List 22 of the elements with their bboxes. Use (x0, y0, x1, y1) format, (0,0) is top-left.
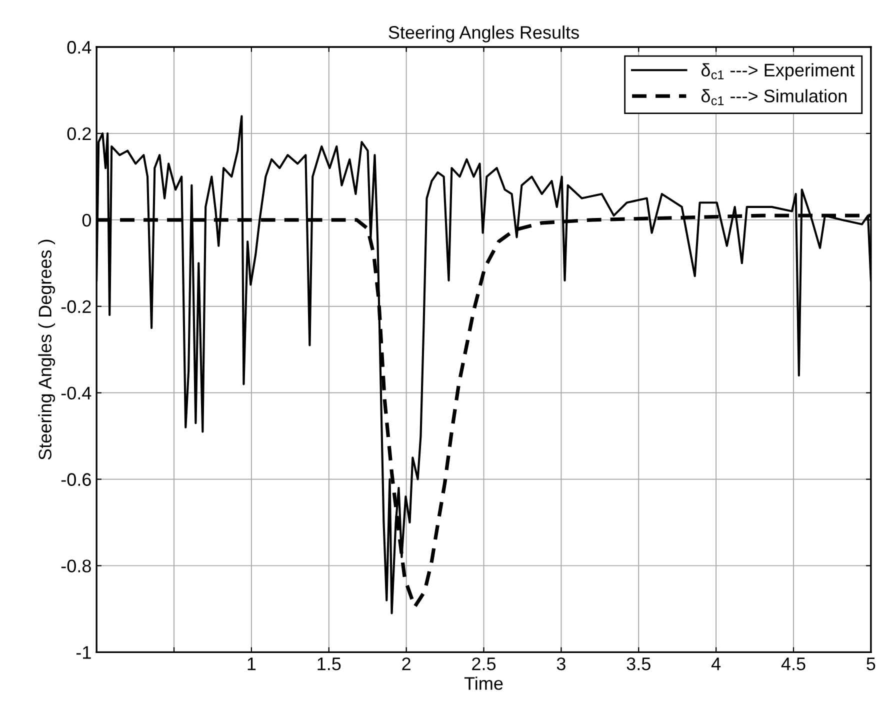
x-tick-label: 1 (248, 658, 256, 670)
y-tick-label: -0.6 (61, 473, 91, 486)
x-tick-label: 4 (711, 658, 721, 670)
x-tick-label: 4.5 (781, 658, 806, 670)
y-tick-label: 0 (82, 214, 92, 227)
y-tick-label: -0.4 (61, 386, 92, 400)
legend-label: δ$_{c1}$ ---> Experiment (701, 63, 855, 80)
y-tick-label: -1 (76, 646, 91, 659)
y-tick-label: 0.4 (67, 40, 92, 54)
x-tick-label: 2.5 (472, 657, 496, 670)
x-axis-title: Time (464, 676, 503, 690)
y-tick-label: 0.2 (67, 127, 91, 140)
x-tick-label: 1.5 (318, 658, 341, 670)
x-tick-label: 2 (402, 657, 410, 670)
x-tick-label: 3.5 (626, 657, 650, 670)
y-tick-label: -0.8 (61, 560, 91, 572)
y-axis-title: Steering Angles ( Degrees ) (38, 240, 56, 460)
x-tick-label: 3 (556, 657, 566, 670)
legend-label: δ$_{c1}$ ---> Simulation (701, 89, 846, 106)
x-tick-label: 5 (866, 658, 876, 670)
chart-title: Steering Angles Results (388, 26, 579, 42)
y-tick-label: -0.2 (61, 300, 91, 314)
